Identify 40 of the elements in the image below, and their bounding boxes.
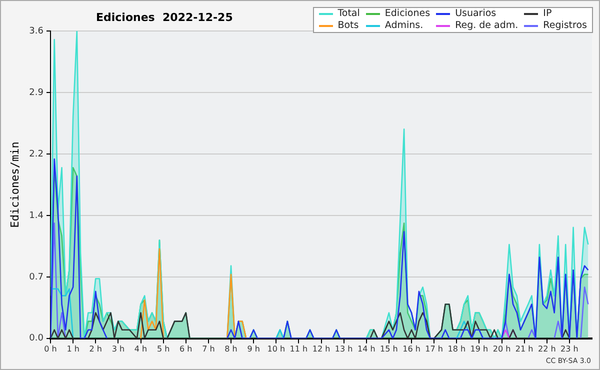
y-tick-label: 0.7 — [29, 272, 44, 282]
legend-label: Ediciones — [384, 8, 430, 20]
x-tick-label: 2 h — [89, 344, 102, 354]
y-axis-title: Ediciones/min — [8, 142, 22, 228]
x-tick-label: 15 h — [380, 344, 398, 354]
x-tick-label: 19 h — [470, 344, 488, 354]
x-tick-label: 6 h — [180, 344, 192, 354]
x-tick-label: 8 h — [224, 344, 238, 354]
x-tick-label: 0 h — [44, 344, 57, 354]
x-tick-label: 9 h — [247, 344, 260, 354]
x-tick-label: 20 h — [492, 344, 511, 354]
x-tick-label: 11 h — [290, 344, 308, 354]
legend-label: Total — [338, 8, 360, 20]
x-tick-label: 4 h — [134, 344, 148, 354]
x-tick-label: 12 h — [312, 344, 330, 354]
chart-title: Ediciones 2022-12-25 — [96, 11, 233, 24]
legend-label: IP — [543, 8, 552, 20]
x-tick-label: 22 h — [538, 344, 556, 354]
x-tick-label: 17 h — [425, 344, 443, 354]
x-tick-label: 10 h — [267, 344, 286, 354]
x-tick-label: 5 h — [156, 344, 170, 354]
x-tick-label: 7 h — [202, 344, 215, 354]
y-tick-label: 0.0 — [29, 334, 44, 344]
y-tick-label: 2.9 — [29, 88, 44, 98]
x-tick-label: 13 h — [334, 344, 353, 354]
y-tick-label: 1.4 — [29, 210, 44, 221]
x-tick-label: 23 h — [560, 344, 578, 354]
legend-label: Reg. de adm. — [455, 20, 518, 32]
legend-label: Registros — [543, 20, 587, 32]
x-tick-label: 18 h — [448, 344, 466, 354]
x-tick-label: 16 h — [402, 344, 420, 354]
legend-label: Admins. — [384, 20, 424, 32]
legend-label: Bots — [338, 20, 359, 32]
y-tick-label: 2.2 — [29, 149, 44, 160]
legend-label: Usuarios — [455, 8, 496, 20]
x-tick-label: 1 h — [66, 344, 80, 354]
x-tick-label: 14 h — [357, 344, 376, 354]
x-tick-label: 21 h — [515, 344, 534, 354]
y-tick-label: 3.6 — [29, 26, 44, 36]
x-tick-label: 3 h — [112, 344, 125, 354]
